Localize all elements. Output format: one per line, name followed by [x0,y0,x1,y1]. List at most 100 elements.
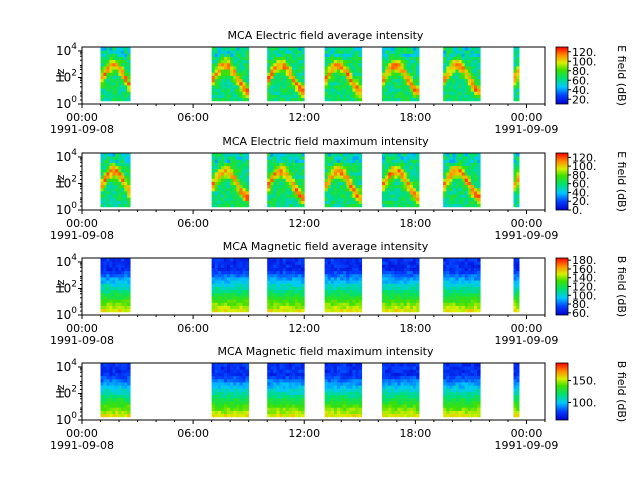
spectrogram-cell [516,289,520,294]
spectrogram-cell [513,59,517,64]
spectrogram-cell [288,168,293,173]
spectrogram-cell [227,159,231,163]
spectrogram-cell [467,56,472,61]
spectrogram-cell [124,75,128,80]
spectrogram-cell [477,78,481,83]
spectrogram-cell [400,378,405,383]
spectrogram-cell [230,394,234,399]
spectrogram-cell [477,197,481,201]
spectrogram-cell [397,75,401,80]
spectrogram-cell [267,203,271,208]
spectrogram-cell [336,59,341,64]
spectrogram-cell [267,175,271,179]
spectrogram-cell [397,375,401,380]
spectrogram-cell [458,394,463,399]
spectrogram-cell [349,66,353,70]
spectrogram-cell [294,369,299,373]
spectrogram-cell [217,200,222,205]
spectrogram-cell [217,88,222,92]
spectrogram-cell [415,165,420,170]
spectrogram-cell [239,194,243,198]
spectrogram-cell [415,366,420,370]
spectrogram-cell [388,66,392,70]
spectrogram-cell [124,404,128,408]
spectrogram-cell [298,200,302,205]
spectrogram-cell [333,264,338,268]
spectrogram-cell [118,59,122,64]
spectrogram-cell [267,187,271,192]
spectrogram-cell [223,286,228,291]
spectrogram-cell [118,413,122,418]
spectrogram-cell [382,280,386,284]
spectrogram-cell [242,197,246,201]
spectrogram-cell [124,62,128,67]
spectrogram-cell [333,407,338,411]
spectrogram-cell [406,280,411,284]
spectrogram-cell [394,363,398,367]
spectrogram-cell [446,258,450,262]
spectrogram-cell [446,50,450,54]
spectrogram-cell [477,194,481,198]
spectrogram-cell [100,267,104,272]
spectrogram-cell [455,372,459,377]
spectrogram-cell [455,280,459,284]
spectrogram-cell [279,175,284,179]
spectrogram-cell [270,69,274,73]
spectrogram-cell [324,153,329,157]
spectrogram-cell [412,88,417,92]
spectrogram-cell [327,203,332,208]
spectrogram-cell [112,88,116,92]
spectrogram-cell [282,72,287,76]
spectrogram-cell [288,88,293,92]
spectrogram-cell [409,81,414,86]
spectrogram-cell [301,308,305,313]
spectrogram-cell [239,181,243,186]
spectrogram-cell [455,283,459,287]
spectrogram-cell [343,388,347,392]
spectrogram-cell [391,187,395,192]
spectrogram-cell [409,91,414,95]
spectrogram-cell [227,401,231,405]
spectrogram-cell [443,162,447,167]
spectrogram-cell [449,258,453,262]
spectrogram-cell [474,203,478,208]
spectrogram-cell [230,296,234,300]
spectrogram-cell [100,94,104,99]
spectrogram-cell [103,181,107,186]
spectrogram-cell [100,50,104,54]
spectrogram-cell [227,184,231,189]
spectrogram-cell [291,363,296,367]
spectrogram-cell [352,85,356,89]
spectrogram-cell [118,168,122,173]
spectrogram-cell [103,194,107,198]
spectrogram-cell [324,203,329,208]
spectrogram-cell [330,168,335,173]
spectrogram-cell [294,62,299,67]
spectrogram-cell [127,401,131,405]
spectrogram-cell [467,66,472,70]
spectrogram-cell [406,200,411,205]
spectrogram-cell [400,394,405,399]
spectrogram-cell [285,382,290,386]
spectrogram-cell [385,203,389,208]
spectrogram-cell [352,66,356,70]
spectrogram-cell [513,156,517,160]
x-tick-label: 00:00 [66,322,98,335]
spectrogram-cell [115,372,119,377]
spectrogram-cell [267,200,271,205]
spectrogram-cell [406,277,411,281]
spectrogram-cell [516,175,520,179]
spectrogram-cell [270,286,274,291]
spectrogram-cell [118,378,122,383]
spectrogram-cell [115,305,119,310]
spectrogram-cell [409,258,414,262]
spectrogram-cell [324,273,329,278]
spectrogram-cell [118,410,122,415]
spectrogram-cell [349,305,353,310]
spectrogram-cell [270,85,274,89]
spectrogram-cell [336,175,341,179]
spectrogram-cell [279,401,284,405]
spectrogram-cell [242,305,246,310]
spectrogram-cell [400,78,405,83]
spectrogram-cell [324,391,329,396]
